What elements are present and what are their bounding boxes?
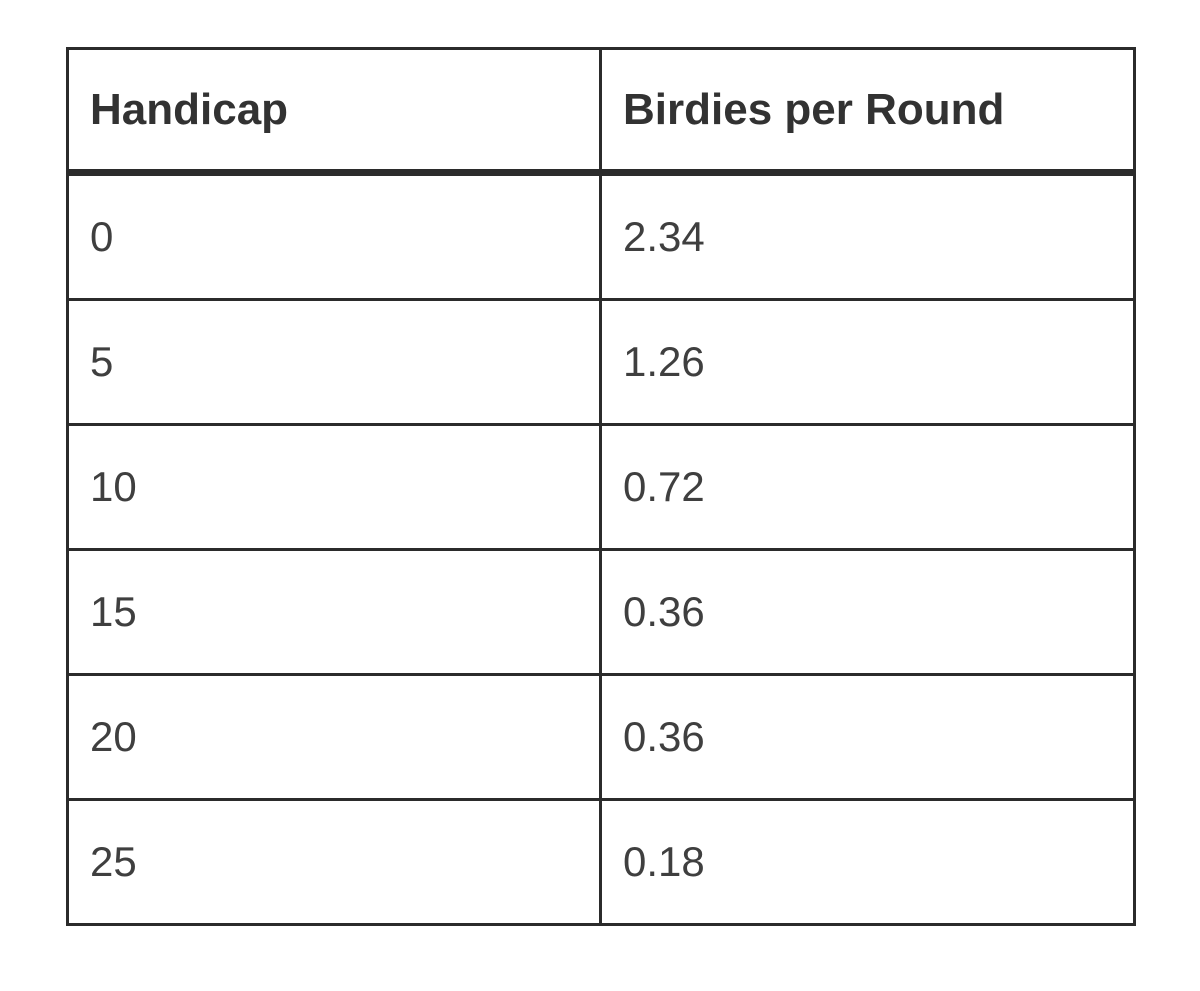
table-row: 10 0.72 [66,423,1136,551]
table-row: 5 1.26 [66,298,1136,426]
table-row: 15 0.36 [66,548,1136,676]
table-header-row: Handicap Birdies per Round [66,47,1136,176]
birdies-cell: 0.18 [599,798,1136,926]
column-header-handicap: Handicap [66,47,602,176]
birdies-cell: 2.34 [599,171,1136,301]
handicap-cell: 15 [66,548,602,676]
handicap-cell: 10 [66,423,602,551]
handicap-cell: 5 [66,298,602,426]
table-row: 20 0.36 [66,673,1136,801]
birdies-cell: 0.36 [599,548,1136,676]
handicap-birdies-table: Handicap Birdies per Round 0 2.34 5 1.26… [66,47,1136,926]
birdies-cell: 0.72 [599,423,1136,551]
birdies-cell: 0.36 [599,673,1136,801]
column-header-birdies-per-round: Birdies per Round [599,47,1136,176]
birdies-cell: 1.26 [599,298,1136,426]
handicap-cell: 0 [66,171,602,301]
handicap-cell: 25 [66,798,602,926]
table-row: 25 0.18 [66,798,1136,926]
handicap-cell: 20 [66,673,602,801]
table-row: 0 2.34 [66,171,1136,301]
